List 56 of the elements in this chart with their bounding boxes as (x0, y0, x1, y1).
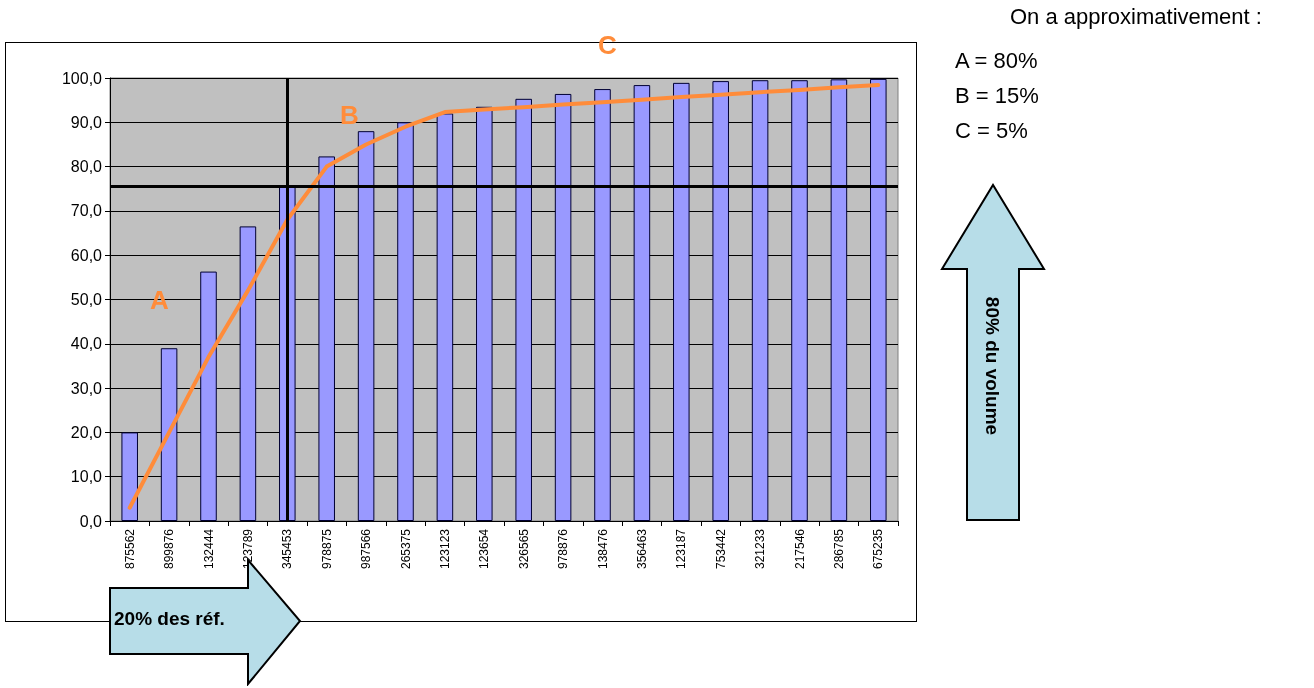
text: 80% du volume (982, 296, 1003, 436)
bar (870, 78, 887, 521)
x-tick-label: 987566 (359, 528, 374, 570)
x-tick-label: 753442 (713, 528, 728, 570)
bar (200, 271, 217, 521)
bar (515, 98, 532, 521)
y-tick-label: 10,0 (70, 468, 103, 486)
bar (594, 89, 611, 521)
x-tick-label: 345453 (280, 528, 295, 570)
line-series (127, 83, 881, 510)
y-tick-label: 0,0 (79, 512, 103, 530)
bar (160, 348, 178, 521)
x-tick-label: 321233 (753, 528, 768, 570)
x-tick-label: 978876 (556, 528, 571, 570)
x-tick-label: 132444 (201, 528, 216, 570)
y-tick-label: 100,0 (61, 69, 103, 87)
x-tick-label: 123123 (437, 528, 452, 570)
x-tick-label: 675235 (871, 528, 886, 570)
text: 20% des réf. (114, 608, 225, 629)
bar (830, 79, 848, 521)
bar (436, 113, 454, 521)
x-tick-label: 286785 (831, 528, 846, 570)
bar (397, 122, 414, 521)
bar (476, 106, 493, 521)
y-tick-label: 40,0 (70, 335, 103, 353)
bar (239, 226, 257, 521)
bar (357, 131, 375, 521)
y-tick-label: 50,0 (70, 291, 103, 308)
y-tick-label: 70,0 (70, 202, 103, 220)
x-tick-label: 978875 (319, 528, 334, 570)
bar (318, 156, 335, 521)
y-tick-label: 80,0 (70, 158, 103, 176)
x-tick-label: 899876 (162, 528, 177, 570)
bar (121, 432, 138, 521)
text: C = 5% (955, 118, 1028, 143)
x-tick-label: 217546 (792, 528, 807, 570)
y-tick-label: 90,0 (70, 113, 103, 131)
x-tick-label: 875562 (122, 528, 137, 570)
x-tick-label: 123187 (674, 528, 689, 570)
x-tick-label: 123654 (477, 528, 492, 570)
x-tick-label: 265375 (398, 528, 413, 570)
x-tick-label: 138476 (595, 528, 610, 570)
bar (712, 81, 729, 521)
text: B = 15% (955, 83, 1039, 108)
text: A = 80% (955, 48, 1038, 73)
bar (554, 93, 572, 521)
bar (633, 85, 651, 521)
x-tick-label: 326565 (516, 528, 531, 570)
x-tick-label: 356463 (634, 528, 649, 570)
bar (673, 82, 690, 521)
y-tick-label: 30,0 (70, 379, 103, 397)
text: On a approximativement : (1010, 4, 1262, 29)
bar (791, 80, 808, 521)
bar (751, 80, 769, 521)
y-tick-label: 60,0 (70, 246, 103, 264)
y-tick-label: 20,0 (70, 423, 103, 441)
